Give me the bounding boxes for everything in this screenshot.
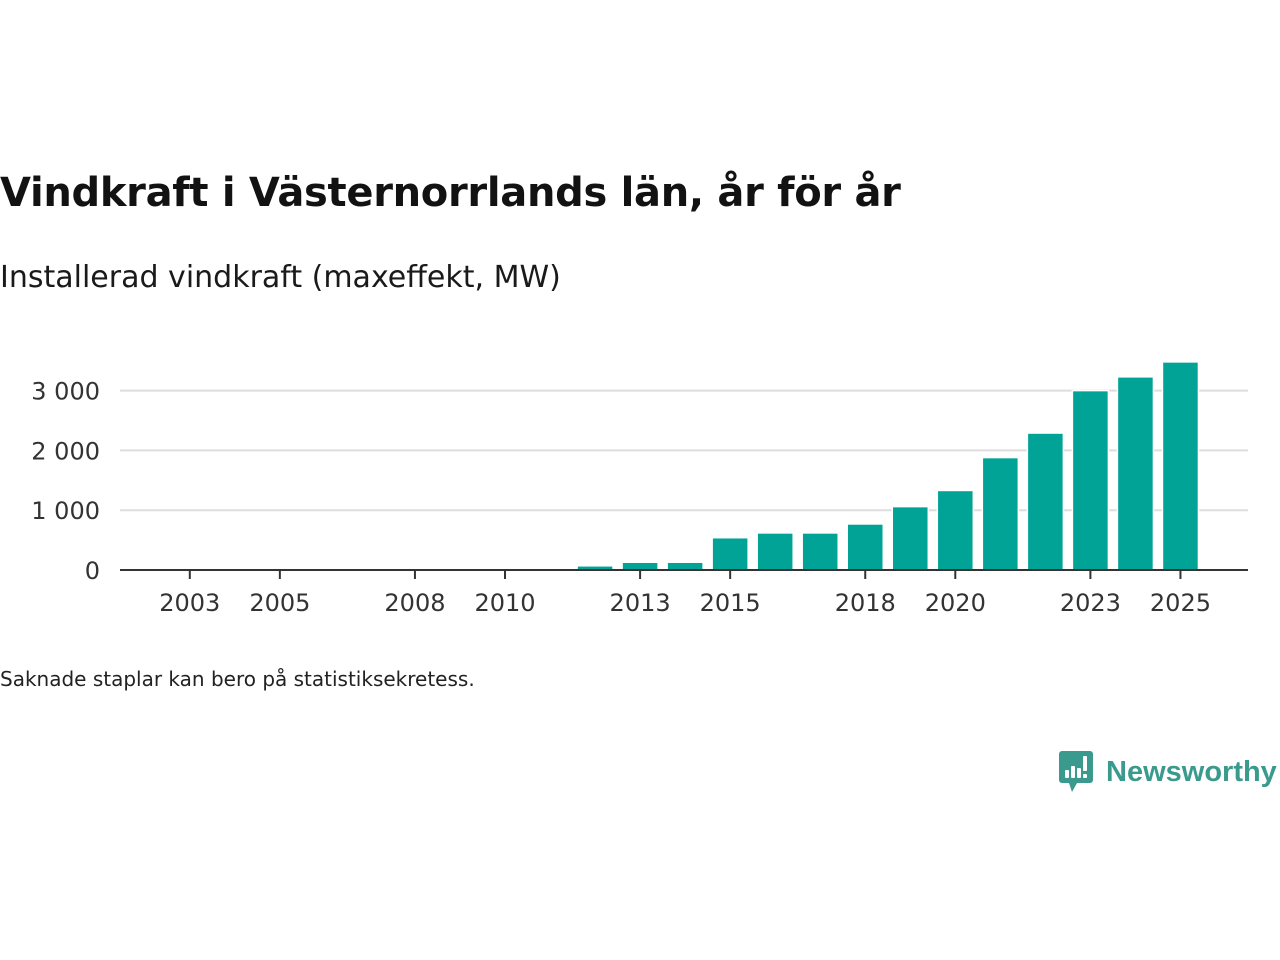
- x-tick-label: 2023: [1060, 589, 1121, 617]
- x-tick-label: 2003: [159, 589, 220, 617]
- x-tick-label: 2018: [835, 589, 896, 617]
- bar-2020: [936, 489, 975, 571]
- bar-2024: [1116, 376, 1155, 571]
- bar-2014: [666, 561, 704, 571]
- bar-chart: 0 1 000 2 000 3 000 2003 2005 2008 2010 2013 2015…: [31, 361, 1248, 617]
- y-tick-label: 2 000: [31, 437, 100, 465]
- bar-2013: [621, 561, 659, 571]
- bar-2021: [981, 456, 1020, 571]
- x-tick-label: 2015: [700, 589, 761, 617]
- chart-subtitle: Installerad vindkraft (maxeffekt, MW): [0, 260, 561, 295]
- x-tick-label: 2025: [1150, 589, 1211, 617]
- y-tick-label: 1 000: [31, 497, 100, 525]
- bar-2022: [1026, 432, 1065, 571]
- footnote: Saknade staplar kan bero på statistiksek…: [0, 667, 475, 691]
- newsworthy-logo-icon: [1059, 751, 1093, 792]
- newsworthy-logo-text: Newsworthy: [1106, 755, 1277, 788]
- y-tick-label: 0: [85, 557, 100, 585]
- x-tick-label: 2020: [925, 589, 986, 617]
- bar-2019: [891, 505, 930, 571]
- bar-2025: [1161, 361, 1200, 571]
- x-tick-label: 2005: [249, 589, 310, 617]
- chart-title: Vindkraft i Västernorrlands län, år för …: [0, 170, 901, 216]
- x-tick-label: 2008: [384, 589, 445, 617]
- bar-2015: [711, 536, 749, 571]
- y-tick-label: 3 000: [31, 378, 100, 406]
- bar-2017: [801, 532, 839, 571]
- bar-2023: [1071, 389, 1110, 571]
- newsworthy-logo: Newsworthy: [1058, 750, 1277, 794]
- x-tick-label: 2013: [610, 589, 671, 617]
- bar-2016: [756, 532, 794, 571]
- bar-2018: [846, 523, 884, 571]
- x-tick-label: 2010: [474, 589, 535, 617]
